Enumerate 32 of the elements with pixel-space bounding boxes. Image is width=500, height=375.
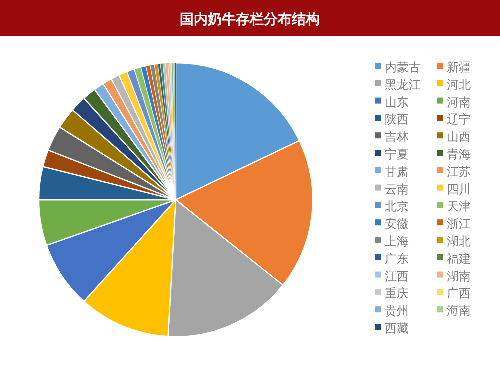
- chart-title: 国内奶牛存栏分布结构: [180, 12, 320, 28]
- legend-label: 重庆: [385, 286, 409, 301]
- legend-label: 浙江: [447, 217, 471, 232]
- legend-label: 内蒙古: [385, 60, 421, 74]
- legend-label: 山西: [447, 130, 471, 144]
- legend-label: 广东: [385, 252, 409, 266]
- legend-label: 河北: [447, 78, 471, 92]
- legend-label: 四川: [447, 182, 471, 196]
- legend-label: 福建: [447, 252, 471, 266]
- legend-label: 西藏: [385, 322, 409, 336]
- legend-label: 辽宁: [447, 112, 471, 127]
- legend-label: 贵州: [385, 304, 409, 318]
- legend-label: 上海: [385, 234, 409, 248]
- legend-label: 吉林: [385, 130, 409, 144]
- legend-label: 安徽: [385, 217, 409, 232]
- legend-label: 山东: [385, 95, 409, 110]
- legend-label: 青海: [447, 148, 471, 162]
- legend-label: 云南: [385, 182, 409, 196]
- legend-label: 新疆: [447, 60, 471, 74]
- legend-label: 海南: [447, 304, 471, 318]
- legend-label: 陕西: [385, 112, 409, 127]
- legend-label: 北京: [385, 200, 409, 214]
- legend-label: 甘肃: [385, 164, 409, 179]
- legend-label: 宁夏: [385, 148, 409, 162]
- legend-label: 黑龙江: [385, 78, 421, 92]
- legend-label: 湖南: [447, 269, 471, 284]
- legend-label: 湖北: [447, 234, 471, 248]
- legend-label: 江苏: [447, 164, 471, 179]
- legend-label: 河南: [447, 95, 471, 110]
- legend-label: 广西: [447, 286, 471, 301]
- legend-label: 天津: [447, 200, 471, 214]
- legend-label: 江西: [385, 269, 409, 284]
